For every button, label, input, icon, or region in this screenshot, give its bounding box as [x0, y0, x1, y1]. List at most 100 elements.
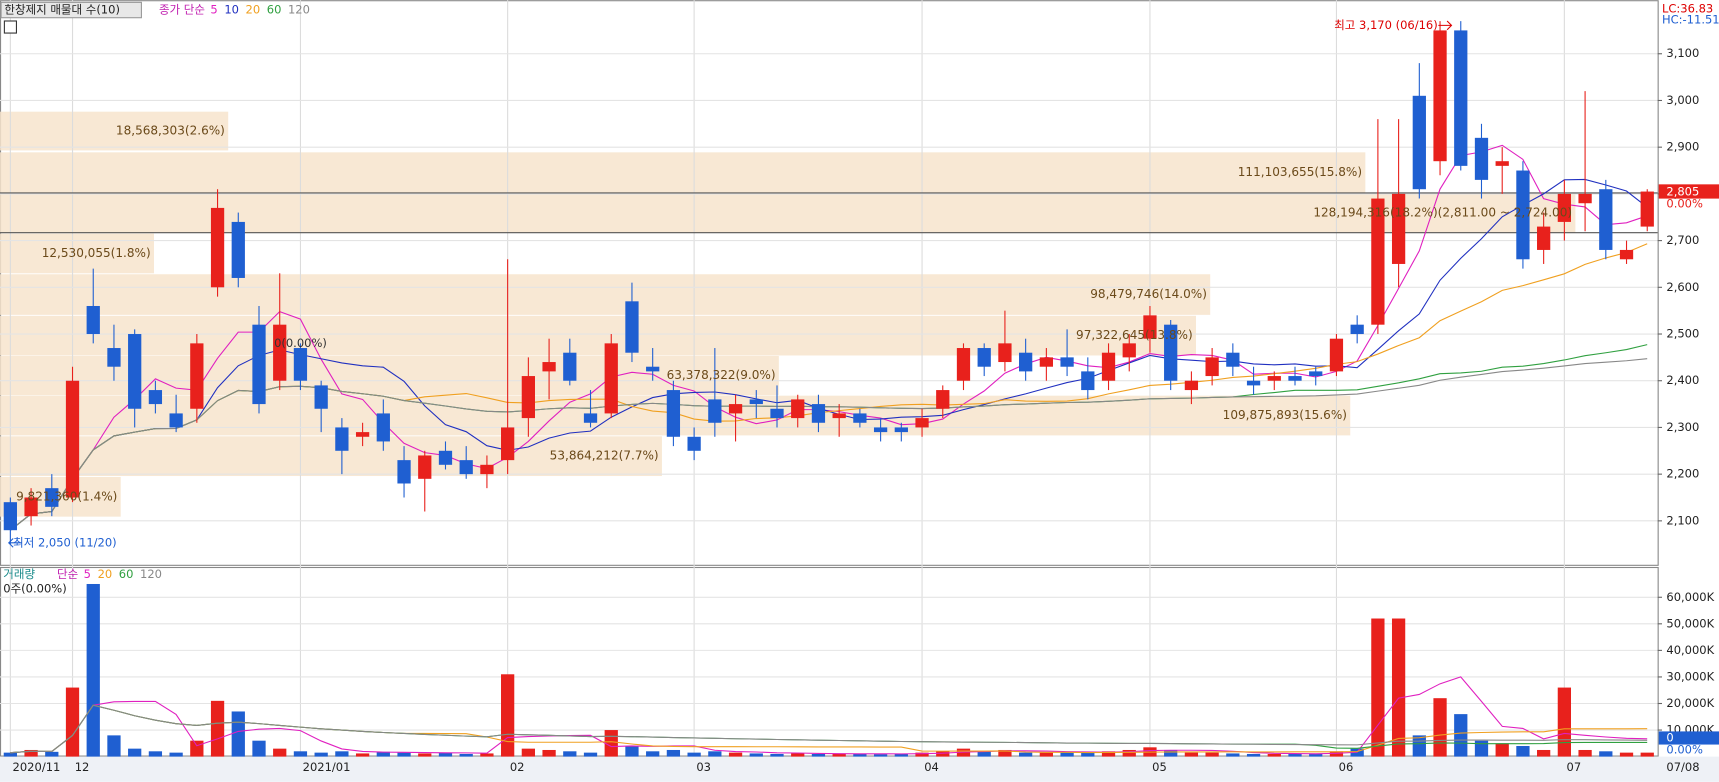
volume-bar: [397, 752, 411, 757]
volume-bar: [1329, 751, 1344, 757]
y-tick-label: 30,000K: [1666, 669, 1714, 683]
candle-body: [252, 324, 266, 405]
candle-body: [791, 399, 805, 419]
volume-profile-band: [0, 315, 1197, 356]
candle-body: [1599, 189, 1613, 250]
last-change: 0.00%: [1666, 197, 1703, 211]
candle-body: [666, 390, 681, 437]
candle-body: [1640, 191, 1654, 227]
volume-bar: [459, 753, 473, 757]
volume-bar: [1101, 751, 1116, 757]
candle-body: [1267, 376, 1281, 381]
candle-body: [1019, 352, 1033, 372]
candle-body: [915, 418, 929, 428]
zero-band-label: 0(0.00%): [274, 336, 327, 350]
y-tick-label: 2,900: [1666, 140, 1699, 154]
volume-profile-label: 53,864,212(7.7%): [550, 449, 659, 463]
y-tick-label: 50,000K: [1666, 616, 1714, 630]
volume-bar: [1578, 749, 1592, 757]
candle-body: [65, 380, 80, 498]
ma-legend-period: 60: [267, 3, 282, 17]
volume-bar: [563, 751, 577, 757]
candle-body: [1537, 226, 1551, 250]
volume-bar: [832, 753, 846, 757]
candle-body: [956, 348, 971, 381]
candle-body: [148, 390, 163, 405]
candle-body: [376, 413, 390, 442]
ma-legend-period: 10: [224, 3, 239, 17]
y-tick-label: 2,400: [1666, 373, 1699, 387]
x-tick-label: 12: [75, 760, 90, 774]
volume-bar: [376, 751, 390, 757]
volume-bar: [1267, 753, 1281, 757]
candle-body: [1619, 249, 1634, 260]
table-icon[interactable]: [3, 20, 17, 34]
candle-body: [3, 502, 17, 531]
ma-legend-period: 5: [84, 567, 91, 581]
volume-bar: [915, 752, 929, 757]
volume-bar: [1184, 752, 1199, 757]
volume-bar: [1081, 752, 1095, 757]
last-volume-box: [1658, 731, 1719, 745]
volume-bar: [625, 745, 639, 757]
ma-legend-period: 20: [246, 3, 261, 17]
volume-bar: [480, 753, 494, 757]
volume-bar: [1433, 698, 1447, 757]
volume-bar: [873, 754, 888, 757]
candle-body: [1184, 380, 1199, 391]
volume-profile-band: [0, 274, 1211, 315]
candle-body: [894, 427, 908, 433]
candle-body: [1391, 193, 1406, 264]
last-price: 2,805: [1666, 185, 1699, 199]
y-tick-label: 2,200: [1666, 467, 1699, 481]
moving-average: [10, 676, 1648, 755]
candle-body: [770, 408, 784, 419]
marks: [3, 21, 1654, 757]
volume-bar: [1122, 749, 1136, 757]
last-date: 07/08: [1666, 760, 1699, 774]
candle-body: [1205, 357, 1219, 377]
y-tick-label: 3,100: [1666, 46, 1699, 60]
volume-bar: [811, 753, 826, 757]
volume-bar: [1495, 743, 1509, 757]
volume-bar: [521, 748, 535, 757]
labels: 2020/11 12 2021/01 02 03 04 05 06 072,1002,2002,…: [13, 3, 1715, 775]
lc: LC:36.83: [1662, 1, 1713, 15]
volume-bar: [355, 753, 370, 757]
volume-bar: [894, 753, 908, 757]
candle-body: [1060, 357, 1074, 367]
ma-legend-label: 단순: [57, 567, 78, 581]
volume-bar: [542, 749, 556, 757]
volume-bar: [438, 752, 453, 757]
ma-legend-period: 20: [98, 567, 113, 581]
volume-bar: [646, 751, 660, 757]
candle-body: [480, 464, 494, 475]
candle-body: [273, 324, 287, 381]
volume-bar: [252, 740, 266, 757]
volume-bar: [1288, 753, 1302, 757]
volume-profile-label: 128,194,316(18.2%)(2,811.00 ~ 2,724.00): [1313, 205, 1572, 219]
candle-body: [231, 221, 245, 278]
volume-bar: [1391, 618, 1406, 757]
legend-box[interactable]: [0, 1, 142, 19]
volume-profile-label: 63,378,322(9.0%): [667, 368, 776, 382]
candle-body: [107, 348, 121, 367]
candle-body: [977, 348, 991, 367]
volume-bar: [1599, 751, 1613, 757]
candle-body: [625, 301, 639, 353]
y-tick-label: 2,100: [1666, 513, 1699, 527]
candle-body: [936, 390, 950, 409]
candle-body: [853, 413, 867, 423]
volume-frame: [0, 566, 1659, 757]
candle-body: [998, 343, 1012, 363]
candle-body: [1412, 95, 1426, 190]
volume-profile-label: 109,875,893(15.6%): [1223, 408, 1347, 422]
volume-bar: [24, 749, 38, 757]
volume-profile-band: [0, 476, 121, 517]
candle-body: [1350, 324, 1364, 335]
y-tick-label: 60,000K: [1666, 590, 1714, 604]
volume-profile-label: 9,821,360(1.4%): [16, 489, 117, 503]
candle-body: [397, 460, 411, 484]
candle-body: [708, 399, 722, 423]
ma-legend-period: 120: [288, 3, 310, 17]
